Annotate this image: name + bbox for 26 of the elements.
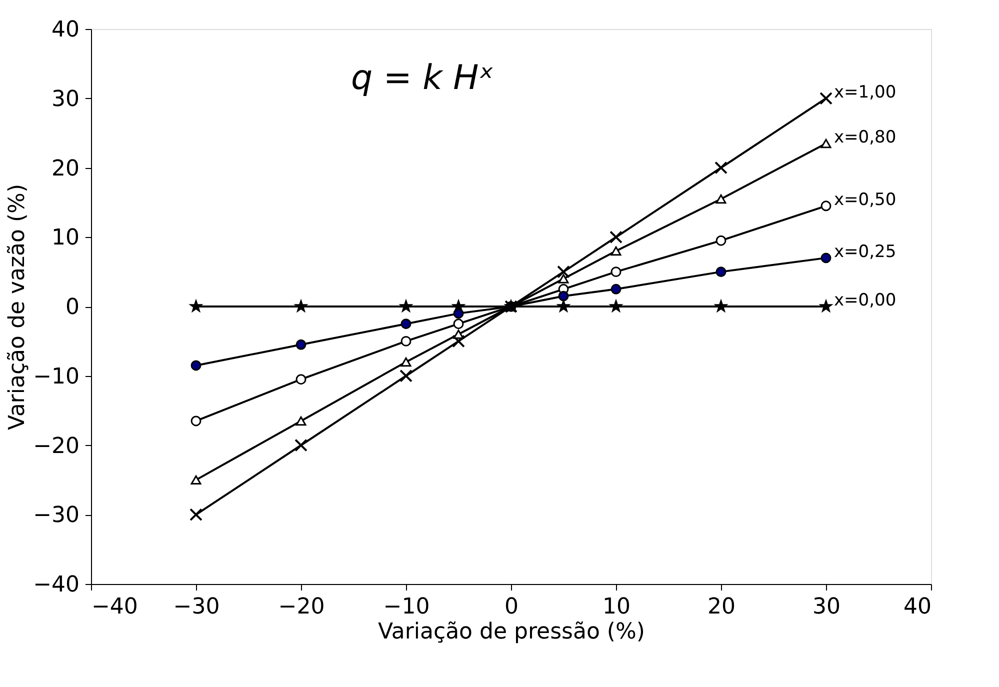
y-tick-label: −10 [33,364,80,390]
annotation: q = k Hˣ [351,58,494,98]
series-label: x=1,00 [834,82,896,102]
x-tick-label: −20 [278,594,325,620]
x-tick-label: −10 [383,594,430,620]
y-tick-label: 0 [66,295,80,320]
y-tick-label: 30 [52,86,80,112]
x-tick-label: −40 [92,594,138,620]
series-label: x=0,00 [834,290,896,310]
series-label: x=0,25 [834,242,896,262]
y-tick-label: −30 [33,503,80,528]
x-tick-label: 30 [812,594,840,620]
y-tick-label: −20 [33,434,80,459]
series-label: x=0,50 [834,190,896,210]
x-tick-label: 10 [602,594,630,620]
series-label: x=0,80 [834,127,896,148]
x-tick-label: −30 [173,594,220,620]
x-axis-title: Variação de pressão (%) [378,620,645,644]
y-tick-label: 20 [52,156,80,182]
x-tick-label: 40 [904,594,932,620]
x-tick-label: 0 [504,594,518,620]
y-tick-label: 40 [52,18,80,42]
y-tick-label: 10 [52,226,80,251]
y-axis-title: Variação de vazão (%) [5,184,30,430]
y-tick-label: −40 [33,572,80,598]
x-tick-label: 20 [708,594,736,620]
